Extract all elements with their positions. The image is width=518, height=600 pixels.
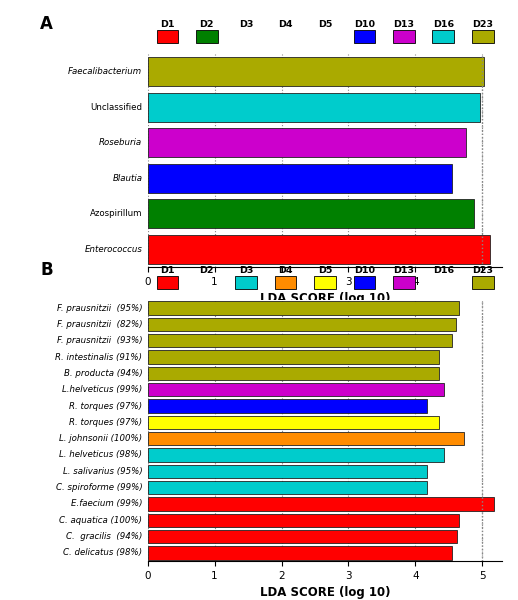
Text: D5: D5 — [318, 20, 332, 29]
Bar — [148, 350, 439, 364]
Bar — [148, 400, 427, 413]
Text: B: B — [40, 261, 53, 279]
Bar — [148, 448, 443, 461]
Text: D4: D4 — [278, 266, 293, 275]
Bar — [148, 546, 452, 560]
Text: Faecalibacterium: Faecalibacterium — [68, 67, 142, 76]
Text: D10: D10 — [354, 20, 375, 29]
Text: F. prausnitzii  (93%): F. prausnitzii (93%) — [56, 336, 142, 345]
Text: L.helveticus (99%): L.helveticus (99%) — [62, 385, 142, 394]
Bar — [148, 464, 427, 478]
Text: R. torques (97%): R. torques (97%) — [69, 401, 142, 410]
Text: B. producta (94%): B. producta (94%) — [64, 369, 142, 378]
Text: D23: D23 — [472, 20, 493, 29]
Text: F. prausnitzii  (95%): F. prausnitzii (95%) — [56, 304, 142, 313]
Text: D2: D2 — [199, 266, 214, 275]
Text: Roseburia: Roseburia — [99, 138, 142, 147]
X-axis label: LDA SCORE (log 10): LDA SCORE (log 10) — [260, 586, 390, 599]
Text: Enterococcus: Enterococcus — [84, 245, 142, 254]
Bar — [148, 235, 491, 264]
Bar — [148, 334, 452, 347]
Bar — [148, 481, 427, 494]
Text: D16: D16 — [433, 266, 454, 275]
Text: R. torques (97%): R. torques (97%) — [69, 418, 142, 427]
Text: C. aquatica (100%): C. aquatica (100%) — [59, 516, 142, 525]
Bar — [148, 164, 452, 193]
Text: D1: D1 — [160, 20, 175, 29]
Bar — [148, 497, 494, 511]
Text: A: A — [40, 15, 53, 33]
Text: C.  gracilis  (94%): C. gracilis (94%) — [66, 532, 142, 541]
Text: E.faecium (99%): E.faecium (99%) — [71, 499, 142, 508]
Bar — [148, 514, 459, 527]
Bar — [148, 530, 457, 543]
Text: D13: D13 — [393, 20, 414, 29]
Bar — [148, 383, 443, 397]
Text: L. johnsonii (100%): L. johnsonii (100%) — [59, 434, 142, 443]
Text: D5: D5 — [318, 266, 332, 275]
Bar — [148, 199, 474, 229]
Bar — [148, 301, 459, 315]
Text: Blautia: Blautia — [112, 174, 142, 183]
Text: D2: D2 — [199, 20, 214, 29]
Text: D10: D10 — [354, 266, 375, 275]
Text: F. prausnitzii  (82%): F. prausnitzii (82%) — [56, 320, 142, 329]
Text: D3: D3 — [239, 266, 253, 275]
Bar — [148, 367, 439, 380]
Text: D4: D4 — [278, 20, 293, 29]
Text: L. salivarius (95%): L. salivarius (95%) — [63, 467, 142, 476]
Text: C. delicatus (98%): C. delicatus (98%) — [63, 548, 142, 557]
Text: D1: D1 — [160, 266, 175, 275]
Text: L. helveticus (98%): L. helveticus (98%) — [59, 451, 142, 460]
Text: D23: D23 — [472, 266, 493, 275]
Text: Azospirillum: Azospirillum — [90, 209, 142, 218]
Text: C. spiroforme (99%): C. spiroforme (99%) — [55, 483, 142, 492]
Text: D16: D16 — [433, 20, 454, 29]
X-axis label: LDA SCORE (log 10): LDA SCORE (log 10) — [260, 292, 390, 305]
Bar — [148, 57, 484, 86]
Text: D3: D3 — [239, 20, 253, 29]
Bar — [148, 92, 480, 122]
Bar — [148, 432, 464, 445]
Text: R. intestinalis (91%): R. intestinalis (91%) — [55, 353, 142, 362]
Text: Unclassified: Unclassified — [90, 103, 142, 112]
Bar — [148, 128, 466, 157]
Bar — [148, 318, 456, 331]
Bar — [148, 416, 439, 429]
Text: D13: D13 — [393, 266, 414, 275]
